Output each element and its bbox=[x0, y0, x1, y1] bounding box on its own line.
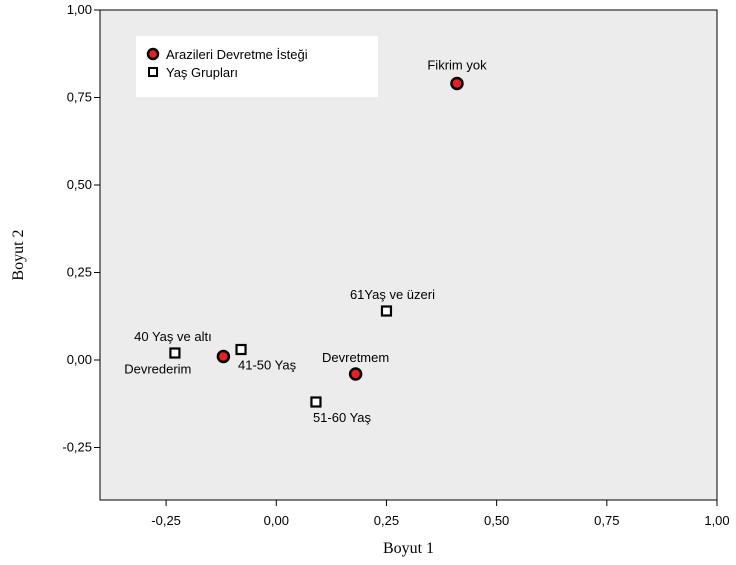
x-tick-label: -0,25 bbox=[151, 513, 181, 528]
point-label: 51-60 Yaş bbox=[313, 410, 372, 425]
y-tick-label: -0,25 bbox=[62, 440, 92, 455]
y-tick-label: 0,50 bbox=[67, 177, 92, 192]
x-tick-label: 0,00 bbox=[264, 513, 289, 528]
point-square bbox=[380, 305, 393, 317]
y-tick-label: 0,75 bbox=[67, 90, 92, 105]
legend-circle-marker bbox=[146, 47, 160, 61]
point-circle bbox=[348, 367, 363, 381]
point-circle bbox=[216, 349, 231, 364]
point-label: Fikrim yok bbox=[427, 58, 487, 73]
point-label: 40 Yaş ve altı bbox=[134, 329, 212, 344]
point-label: 41-50 Yaş bbox=[238, 358, 297, 373]
point-label: 61Yaş ve üzeri bbox=[350, 287, 435, 302]
x-axis-title: Boyut 1 bbox=[383, 540, 434, 557]
x-tick-label: 1,00 bbox=[704, 513, 729, 528]
point-circle bbox=[450, 76, 464, 91]
x-tick-label: 0,25 bbox=[374, 513, 399, 528]
point-label: Devrederim bbox=[124, 362, 191, 377]
legend-label: Arazileri Devretme İsteği bbox=[166, 47, 308, 62]
x-tick-label: 0,75 bbox=[594, 513, 619, 528]
y-axis-title: Boyut 2 bbox=[10, 229, 27, 280]
point-label: Devretmem bbox=[322, 350, 389, 365]
y-tick-label: 0,25 bbox=[67, 265, 92, 280]
y-tick-label: 0,00 bbox=[67, 352, 92, 367]
x-tick-label: 0,50 bbox=[484, 513, 509, 528]
point-square bbox=[169, 347, 181, 359]
y-tick-label: 1,00 bbox=[67, 2, 92, 17]
point-square bbox=[310, 396, 322, 408]
legend-box bbox=[136, 36, 378, 97]
point-square bbox=[235, 343, 247, 356]
legend-square-marker bbox=[148, 67, 158, 77]
legend-label: Yaş Grupları bbox=[166, 65, 238, 80]
